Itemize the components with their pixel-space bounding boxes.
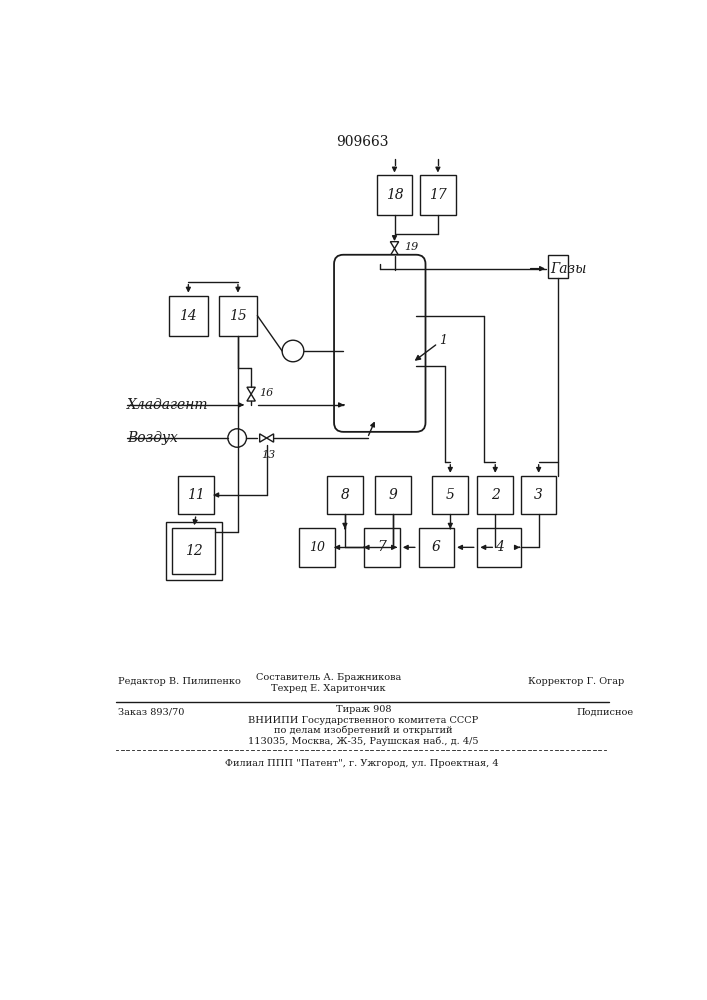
Text: 2: 2: [491, 488, 500, 502]
Text: Филиал ППП "Патент", г. Ужгород, ул. Проектная, 4: Филиал ППП "Патент", г. Ужгород, ул. Про…: [225, 759, 498, 768]
Text: 3: 3: [534, 488, 543, 502]
Bar: [364, 528, 400, 567]
Text: 9: 9: [389, 488, 397, 502]
Text: Редактор В. Пилипенко: Редактор В. Пилипенко: [118, 677, 240, 686]
Text: 19: 19: [404, 242, 418, 252]
Text: по делам изобретений и открытий: по делам изобретений и открытий: [274, 726, 452, 735]
Text: 12: 12: [185, 544, 203, 558]
Text: ВНИИПИ Государственного комитета СССР: ВНИИПИ Государственного комитета СССР: [248, 716, 479, 725]
Text: 909663: 909663: [336, 135, 388, 149]
Bar: [521, 476, 556, 514]
Text: 8: 8: [341, 488, 349, 502]
Text: Заказ 893/70: Заказ 893/70: [118, 708, 185, 717]
Text: Техред Е. Харитончик: Техред Е. Харитончик: [271, 684, 386, 693]
Text: 13: 13: [261, 450, 275, 460]
Text: 5: 5: [446, 488, 455, 502]
Bar: [477, 528, 521, 567]
Bar: [299, 528, 335, 567]
Text: Газы: Газы: [550, 262, 587, 276]
Text: 14: 14: [180, 309, 197, 323]
Bar: [419, 528, 454, 567]
Bar: [169, 296, 208, 336]
Bar: [377, 175, 412, 215]
Text: 17: 17: [429, 188, 447, 202]
Text: 113035, Москва, Ж-35, Раушская наб., д. 4/5: 113035, Москва, Ж-35, Раушская наб., д. …: [248, 736, 479, 746]
Text: 11: 11: [187, 488, 205, 502]
Bar: [433, 476, 468, 514]
Text: 7: 7: [378, 540, 387, 554]
Text: Хладагент: Хладагент: [127, 398, 209, 412]
Bar: [327, 476, 363, 514]
Text: 10: 10: [309, 541, 325, 554]
Bar: [548, 255, 568, 278]
Bar: [218, 296, 257, 336]
FancyBboxPatch shape: [334, 255, 426, 432]
Text: Тираж 908: Тираж 908: [336, 705, 391, 714]
Text: 6: 6: [432, 540, 440, 554]
Text: Составитель А. Бражникова: Составитель А. Бражникова: [256, 673, 402, 682]
Text: Подписное: Подписное: [577, 708, 633, 717]
Bar: [172, 528, 216, 574]
Text: Корректор Г. Огар: Корректор Г. Огар: [529, 677, 625, 686]
Text: 1: 1: [440, 334, 448, 347]
Bar: [166, 522, 222, 580]
Bar: [178, 476, 214, 514]
Bar: [359, 374, 387, 396]
Text: 4: 4: [495, 540, 503, 554]
Text: Воздух: Воздух: [127, 431, 178, 445]
Bar: [420, 175, 456, 215]
Text: 18: 18: [385, 188, 404, 202]
Bar: [477, 476, 513, 514]
Text: 16: 16: [259, 388, 274, 398]
Bar: [375, 476, 411, 514]
Text: 15: 15: [229, 309, 247, 323]
